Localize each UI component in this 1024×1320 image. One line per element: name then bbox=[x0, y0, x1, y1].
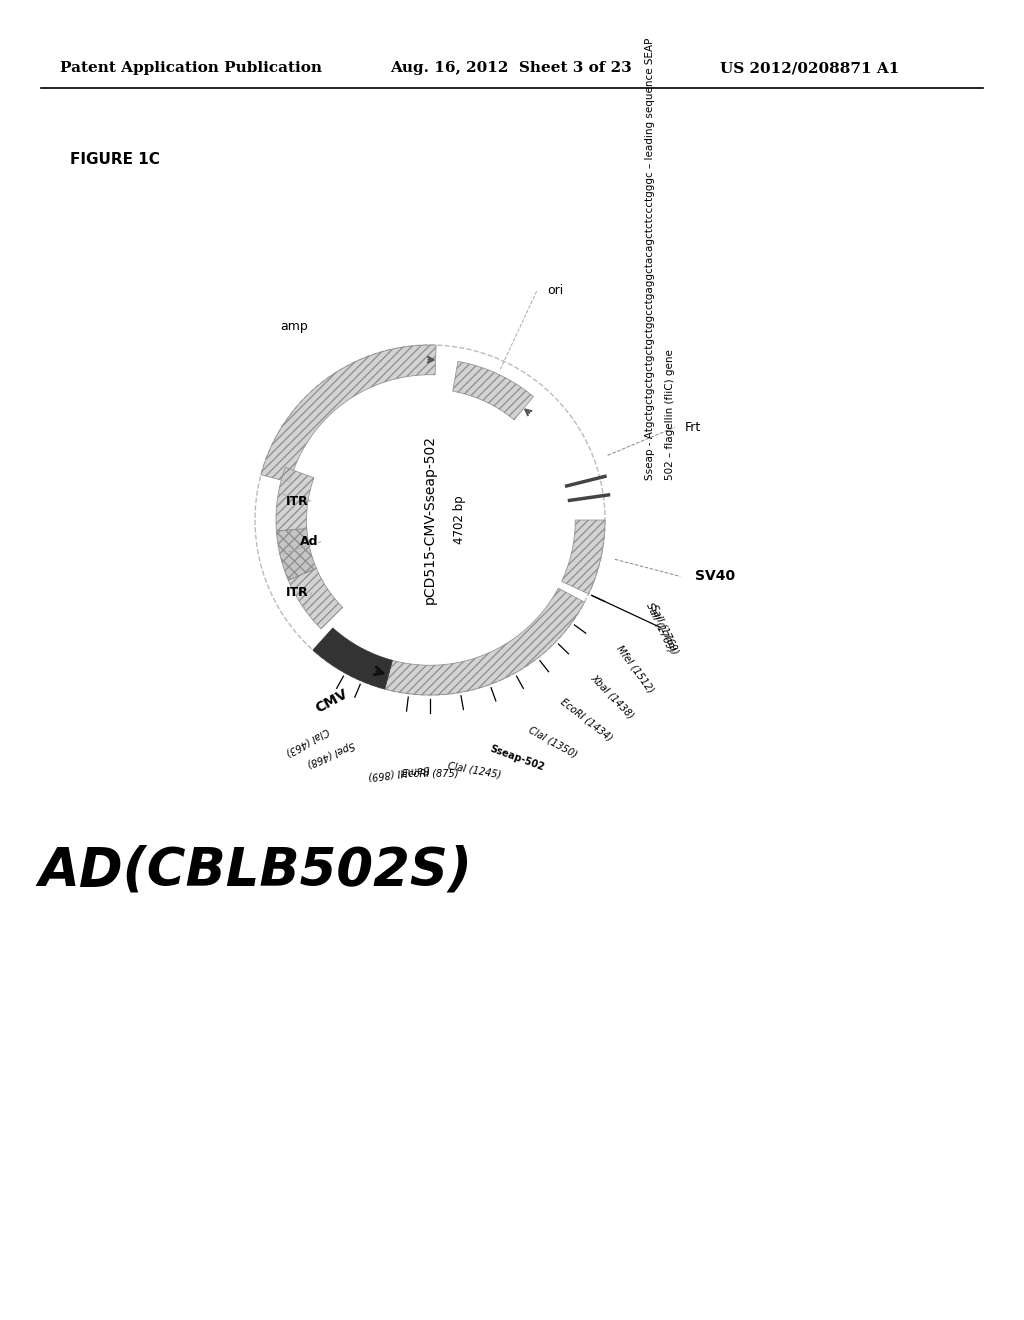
Text: CMV: CMV bbox=[313, 686, 350, 715]
Text: Sseap - Atgctgctgctgctgctgctggcctgaggctacagctctccctgggc – leading sequence SEAP: Sseap - Atgctgctgctgctgctgctggcctgaggcta… bbox=[645, 38, 655, 480]
Polygon shape bbox=[453, 362, 534, 420]
Text: XbaI (1438): XbaI (1438) bbox=[589, 672, 636, 721]
Polygon shape bbox=[385, 589, 585, 696]
Text: Patent Application Publication: Patent Application Publication bbox=[60, 61, 322, 75]
Polygon shape bbox=[313, 628, 392, 689]
Text: SV40: SV40 bbox=[695, 569, 735, 583]
Text: ClaI (463): ClaI (463) bbox=[284, 726, 331, 758]
Text: EcoRI (875): EcoRI (875) bbox=[401, 768, 459, 779]
Text: 4702 bp: 4702 bp bbox=[454, 496, 467, 544]
Text: FIGURE 1C: FIGURE 1C bbox=[70, 153, 160, 168]
Text: ori: ori bbox=[547, 284, 563, 297]
Text: BamHI (869): BamHI (869) bbox=[368, 763, 430, 780]
Text: amp: amp bbox=[281, 319, 308, 333]
Text: SpeI (468): SpeI (468) bbox=[305, 739, 356, 768]
Text: EcoRI (1434): EcoRI (1434) bbox=[558, 697, 614, 743]
Text: AD(CBLB502S): AD(CBLB502S) bbox=[38, 843, 472, 896]
Text: SalI (1769): SalI (1769) bbox=[644, 601, 676, 653]
Text: Frt: Frt bbox=[685, 421, 701, 434]
Polygon shape bbox=[561, 520, 605, 594]
Text: ITR: ITR bbox=[286, 586, 309, 599]
Text: SalI (1769): SalI (1769) bbox=[649, 603, 681, 656]
Polygon shape bbox=[288, 568, 343, 628]
Text: Ad: Ad bbox=[300, 535, 318, 548]
Text: Sseap-502: Sseap-502 bbox=[488, 744, 546, 774]
Polygon shape bbox=[261, 345, 436, 482]
Polygon shape bbox=[276, 528, 316, 581]
Text: MfeI (1512): MfeI (1512) bbox=[614, 643, 655, 694]
Text: ClaI (1245): ClaI (1245) bbox=[446, 760, 502, 780]
Text: ClaI (1350): ClaI (1350) bbox=[527, 725, 579, 759]
Text: 502 – flagellin (fliC) gene: 502 – flagellin (fliC) gene bbox=[665, 348, 675, 480]
Text: ITR: ITR bbox=[286, 495, 308, 508]
Text: pCD515-CMV-Sseap-502: pCD515-CMV-Sseap-502 bbox=[423, 436, 437, 605]
Text: US 2012/0208871 A1: US 2012/0208871 A1 bbox=[720, 61, 899, 75]
Polygon shape bbox=[276, 467, 314, 531]
Text: Aug. 16, 2012  Sheet 3 of 23: Aug. 16, 2012 Sheet 3 of 23 bbox=[390, 61, 632, 75]
